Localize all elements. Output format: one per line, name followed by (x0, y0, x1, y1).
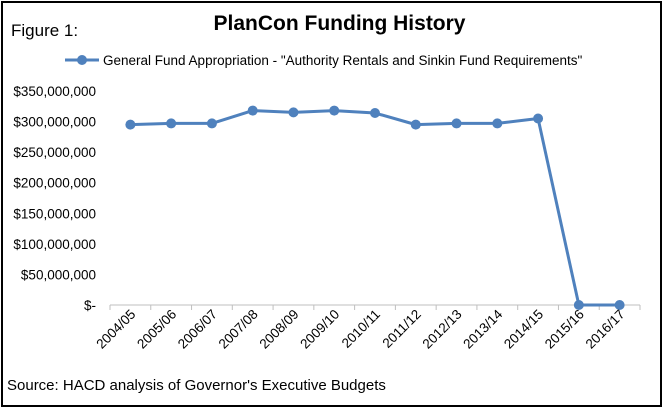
x-tick-label: 2009/10 (297, 307, 342, 352)
y-tick-label: $100,000,000 (13, 237, 96, 252)
series-line (130, 109, 620, 307)
data-point (329, 105, 340, 116)
plot-area (125, 105, 625, 310)
x-tick-label: 2011/12 (379, 307, 423, 351)
legend-marker (77, 55, 87, 65)
x-tick-label: 2006/07 (175, 307, 220, 352)
y-tick-label: $150,000,000 (13, 206, 96, 221)
data-point (288, 107, 299, 118)
chart-title: PlanCon Funding History (213, 12, 466, 35)
x-tick-label: 2015/16 (542, 307, 587, 352)
legend: General Fund Appropriation - "Authority … (65, 53, 583, 68)
data-point (370, 108, 380, 119)
x-tick-label: 2010/11 (339, 307, 383, 351)
x-tick-label: 2007/08 (216, 307, 261, 352)
y-tick-label: $300,000,000 (13, 115, 96, 130)
y-tick-label: $50,000,000 (21, 267, 96, 282)
data-point (410, 119, 421, 130)
y-axis: $- $50,000,000 $100,000,000 $150,000,000 $20… (13, 84, 96, 313)
data-point (247, 105, 258, 116)
data-point (533, 113, 544, 124)
figure-label: Figure 1: (11, 21, 79, 40)
x-tick-label: 2014/15 (501, 307, 546, 352)
source-note: Source: HACD analysis of Governor's Exec… (7, 377, 386, 394)
x-tick-label: 2012/13 (420, 307, 465, 352)
data-point (166, 118, 177, 129)
data-point (451, 118, 462, 129)
x-tick-label: 2005/06 (134, 307, 179, 352)
data-point (573, 300, 584, 310)
data-point (125, 119, 136, 130)
x-tick-label: 2008/09 (256, 307, 301, 352)
y-tick-label: $200,000,000 (13, 176, 96, 191)
x-tick-label: 2004/05 (93, 307, 138, 352)
x-tick-label: 2016/17 (583, 307, 628, 352)
data-point (614, 300, 625, 310)
y-tick-label: $- (84, 298, 96, 313)
data-point (206, 118, 217, 129)
y-tick-label: $350,000,000 (13, 84, 96, 99)
y-tick-label: $250,000,000 (13, 145, 96, 160)
x-axis: 2004/052005/062006/072007/082008/092009/… (93, 304, 641, 352)
data-point (492, 118, 503, 129)
x-tick-label: 2013/14 (460, 306, 505, 351)
legend-label: General Fund Appropriation - "Authority … (103, 53, 583, 68)
